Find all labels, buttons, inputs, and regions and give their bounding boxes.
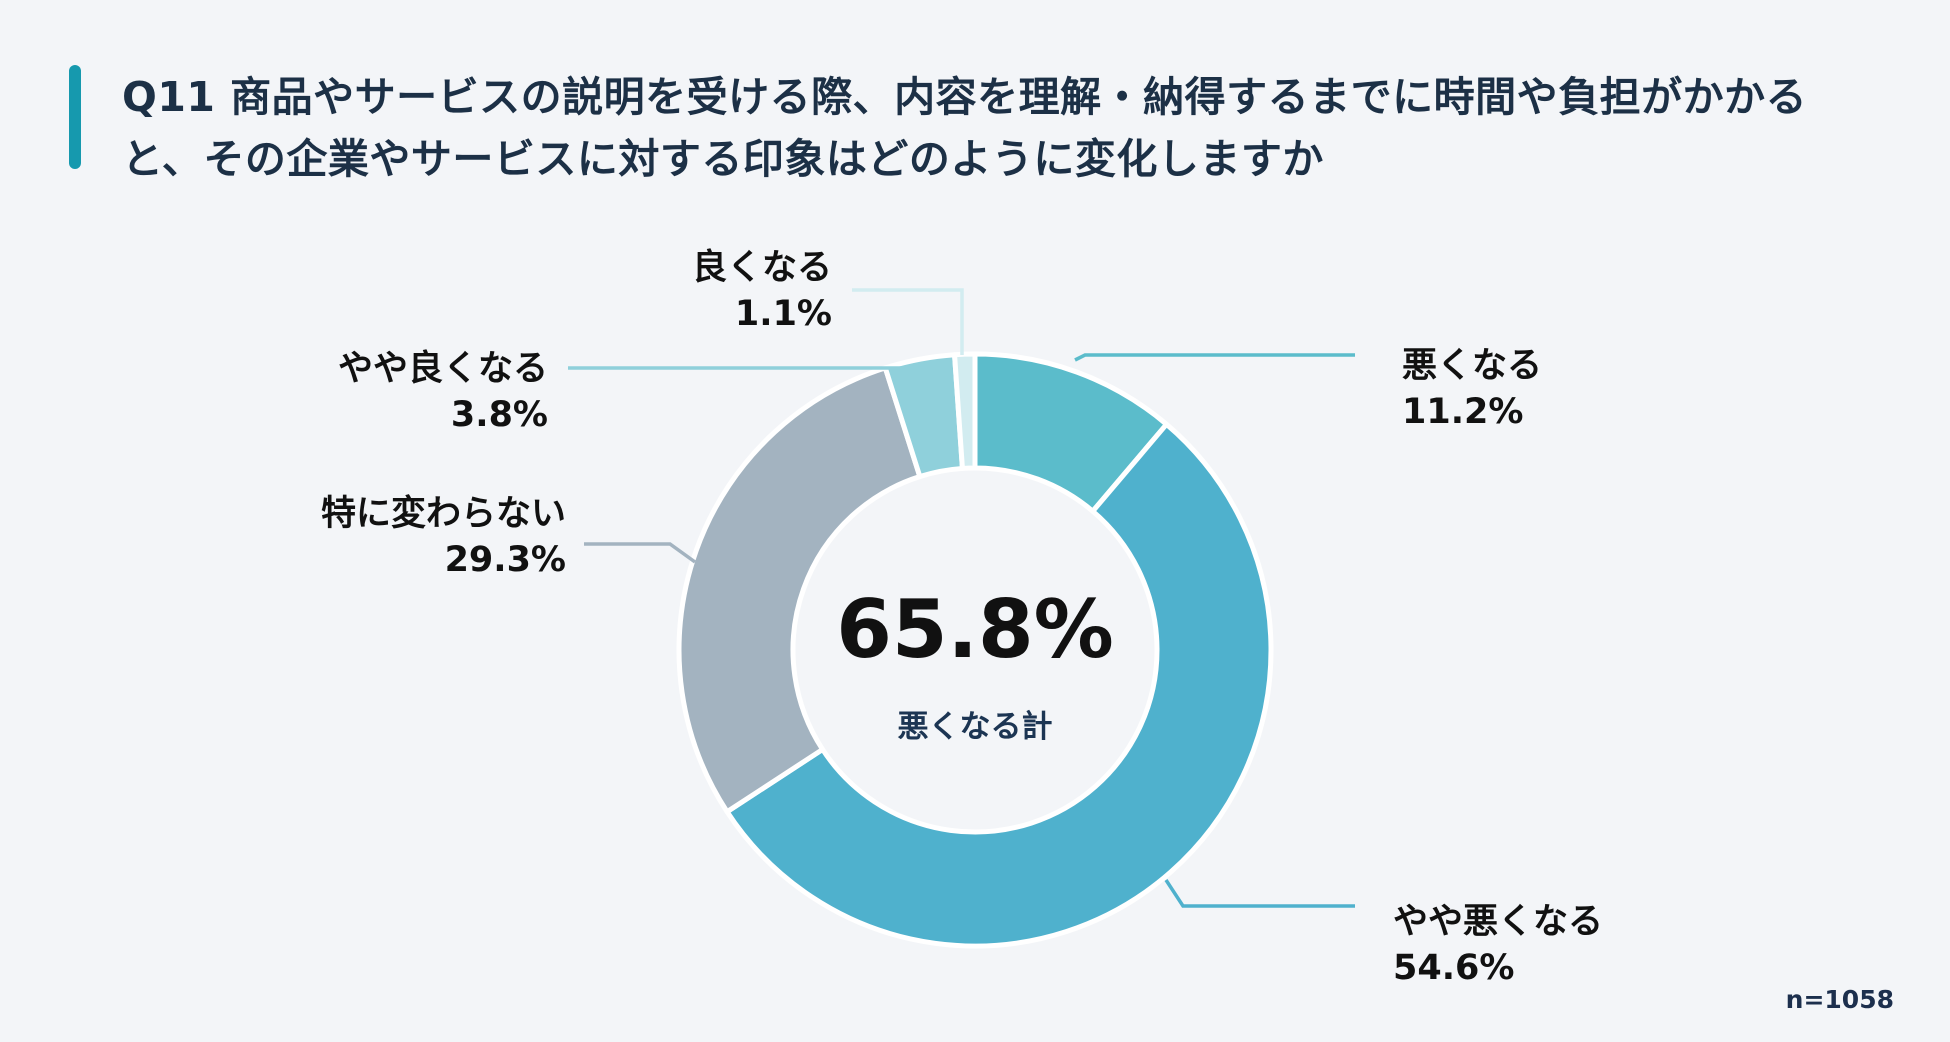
label-better-name: 良くなる [691, 248, 832, 288]
title-accent-bar [69, 65, 81, 169]
label-no-change-name: 特に変わらない [320, 494, 566, 534]
leader-line-no-change [584, 542, 697, 564]
label-somewhat-worse: やや悪くなる 54.6% [1393, 899, 1603, 991]
label-somewhat-better-value: 3.8% [450, 395, 548, 435]
center-total-label: 悪くなる計 [897, 709, 1053, 745]
label-no-change: 特に変わらない 29.3% [240, 491, 566, 583]
label-no-change-value: 29.3% [444, 540, 566, 580]
leader-line-better [852, 288, 964, 355]
label-better-value: 1.1% [734, 294, 832, 334]
label-somewhat-worse-name: やや悪くなる [1393, 902, 1604, 942]
leader-line-somewhat-worse [1164, 879, 1355, 908]
donut-slices [676, 351, 1274, 949]
label-better: 良くなる 1.1% [600, 245, 832, 337]
slice-somewhat-worse [724, 421, 1274, 949]
chart-title: Q11 商品やサービスの説明を受ける際、内容を理解・納得するまでに時間や負担がか… [122, 73, 1808, 183]
label-somewhat-worse-value: 54.6% [1393, 948, 1515, 988]
label-worse-value: 11.2% [1402, 392, 1524, 432]
sample-size: n=1058 [1785, 985, 1894, 1014]
leader-line-worse [1074, 353, 1355, 362]
label-somewhat-better: やや良くなる 3.8% [240, 346, 548, 438]
label-somewhat-better-name: やや良くなる [337, 349, 548, 389]
label-worse: 悪くなる 11.2% [1402, 343, 1542, 435]
label-worse-name: 悪くなる [1402, 346, 1543, 386]
center-total-value: 65.8% [836, 583, 1114, 676]
slice-no-change [676, 365, 923, 815]
